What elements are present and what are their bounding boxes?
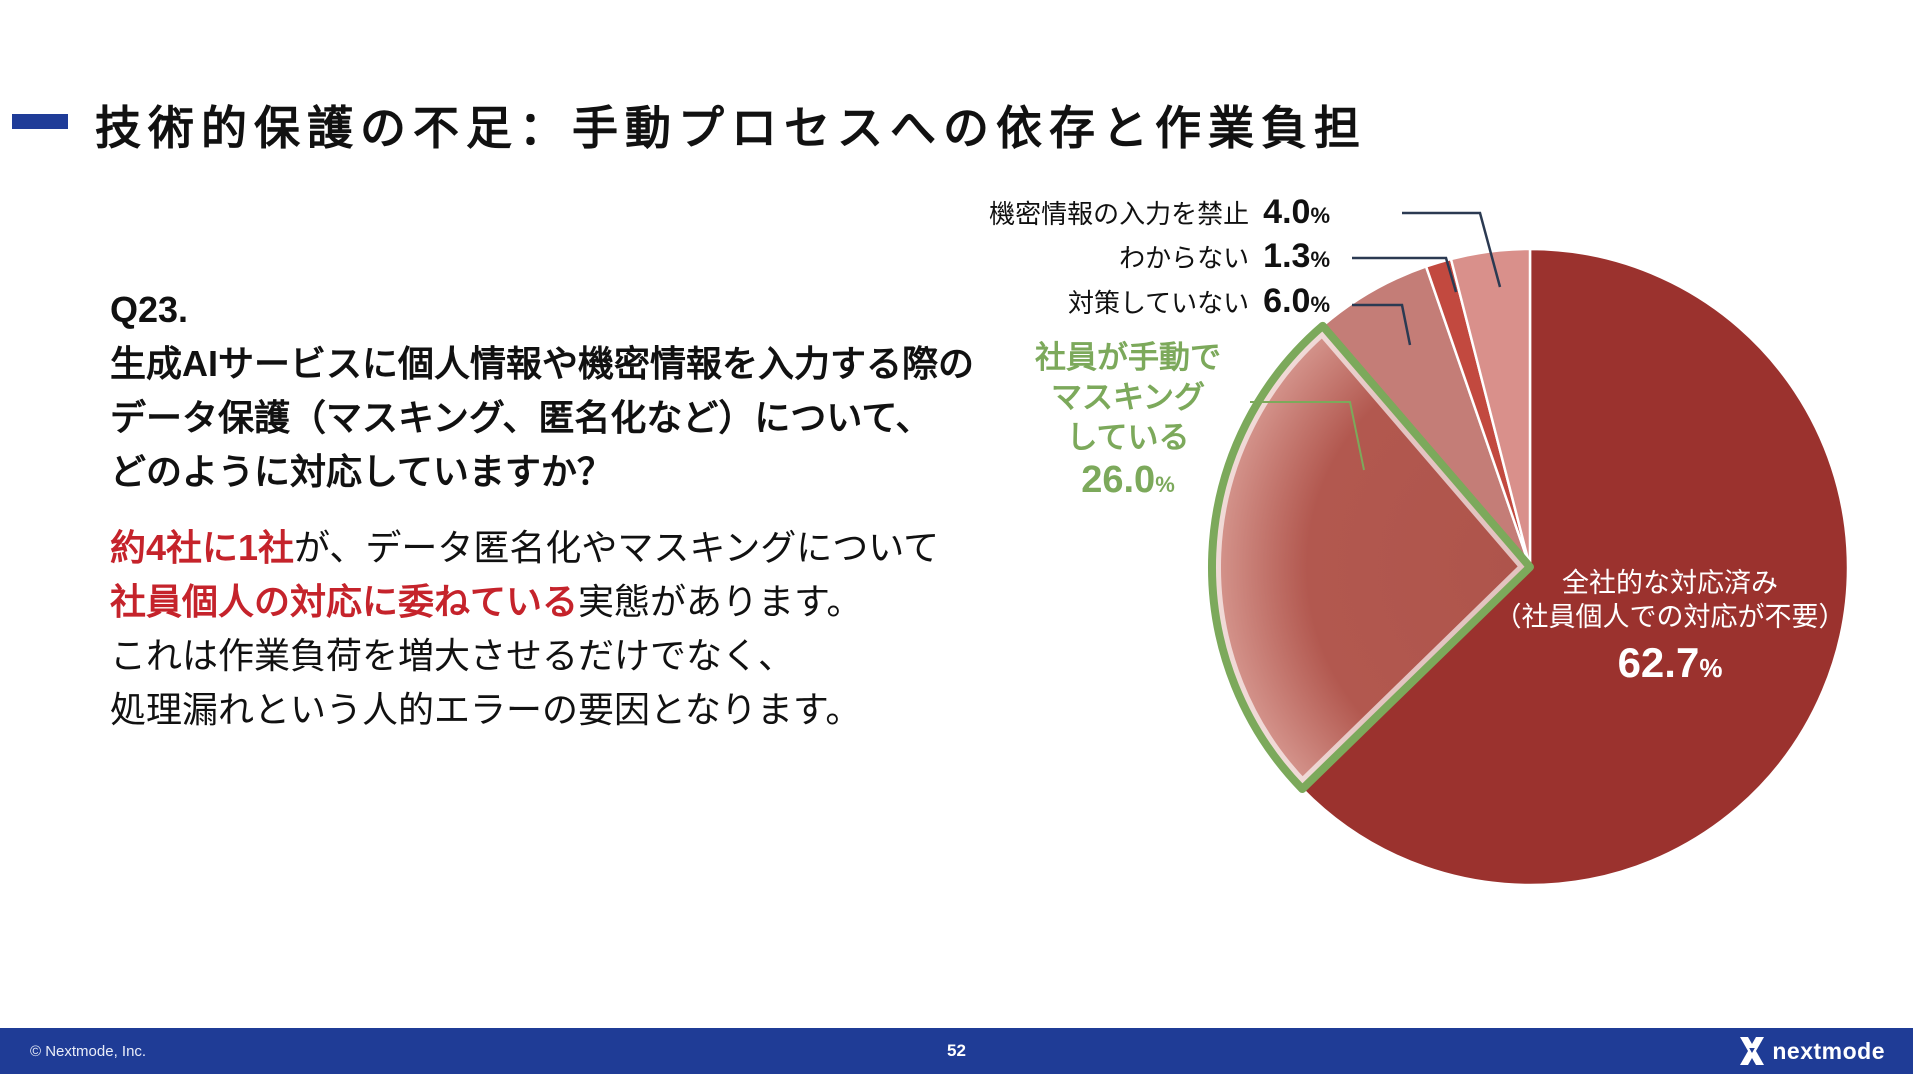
nextmode-logo-icon — [1740, 1037, 1765, 1065]
question-heading: Q23. — [110, 289, 189, 330]
title-accent-bar — [12, 114, 68, 129]
callout-dont-know: わからない 1.3% — [1119, 237, 1330, 276]
nextmode-logo: nextmode — [1740, 1037, 1885, 1065]
analysis-highlight: 社員個人の対応に委ねている — [110, 581, 579, 622]
callout-no-measures: 対策していない 6.0% — [1068, 282, 1330, 321]
leader-line — [1352, 303, 1412, 346]
callout-label-line: マスキング — [1050, 380, 1206, 415]
callout-value: 6.0% — [1263, 282, 1330, 320]
callout-value: 26.0% — [1081, 459, 1175, 501]
percent-sign: % — [1310, 247, 1330, 272]
callout-value: 1.3% — [1263, 237, 1330, 275]
percent-sign: % — [1155, 472, 1175, 497]
analysis-text: が、データ匿名化やマスキングについて — [294, 527, 940, 568]
slice-label-line: （社員個人での対応が不要） — [1494, 602, 1846, 632]
leader-line — [1250, 401, 1365, 471]
analysis-line: 処理漏れという人的エラーの要因となります。 — [110, 689, 862, 730]
analysis-line: 約4社に1社が、データ匿名化やマスキングについて — [110, 521, 939, 575]
pie-chart — [1208, 211, 1850, 887]
callout-value: 4.0% — [1263, 193, 1330, 231]
analysis-highlight: 約4社に1社 — [110, 527, 295, 568]
callout-manual-masking: 社員が手動で マスキング している 26.0% — [948, 338, 1308, 505]
percent-sign: % — [1310, 203, 1330, 228]
callout-label-line: している — [1066, 420, 1190, 455]
question-line: 生成AIサービスに個人情報や機密情報を入力する際の — [110, 343, 975, 384]
leader-line — [1402, 211, 1502, 288]
percent-sign: % — [1699, 653, 1723, 683]
callout-label: 対策していない — [1067, 288, 1250, 318]
page-title: 技術的保護の不足：手動プロセスへの依存と作業負担 — [95, 102, 1367, 154]
callout-label: 機密情報の入力を禁止 — [989, 199, 1250, 229]
copyright-text: © Nextmode, Inc. — [30, 1042, 147, 1060]
slice-label-companywide: 全社的な対応済み （社員個人での対応が不要） 62.7% — [1450, 566, 1890, 685]
question-line: どのように対応していますか？ — [110, 451, 613, 492]
callout-prohibit-input: 機密情報の入力を禁止 4.0% — [989, 193, 1330, 232]
leader-line — [1352, 256, 1458, 293]
callout-label: わからない — [1119, 243, 1250, 273]
analysis-text: 実態があります。 — [578, 581, 863, 622]
slice-value: 62.7% — [1617, 639, 1723, 686]
callout-label-line: 社員が手動で — [1035, 340, 1221, 375]
footer-bar: © Nextmode, Inc. 52 nextmode — [0, 1028, 1913, 1074]
question-block: Q23. 生成AIサービスに個人情報や機密情報を入力する際の データ保護（マスキ… — [110, 283, 974, 499]
analysis-block: 約4社に1社が、データ匿名化やマスキングについて 社員個人の対応に委ねている実態… — [110, 521, 939, 737]
analysis-line: 社員個人の対応に委ねている実態があります。 — [110, 575, 939, 629]
percent-sign: % — [1310, 292, 1330, 317]
logo-text: nextmode — [1772, 1037, 1885, 1064]
page-number: 52 — [947, 1041, 966, 1060]
question-line: データ保護（マスキング、匿名化など）について、 — [110, 397, 932, 438]
analysis-line: これは作業負荷を増大させるだけでなく、 — [110, 635, 795, 676]
slice-label-line: 全社的な対応済み — [1562, 568, 1778, 598]
